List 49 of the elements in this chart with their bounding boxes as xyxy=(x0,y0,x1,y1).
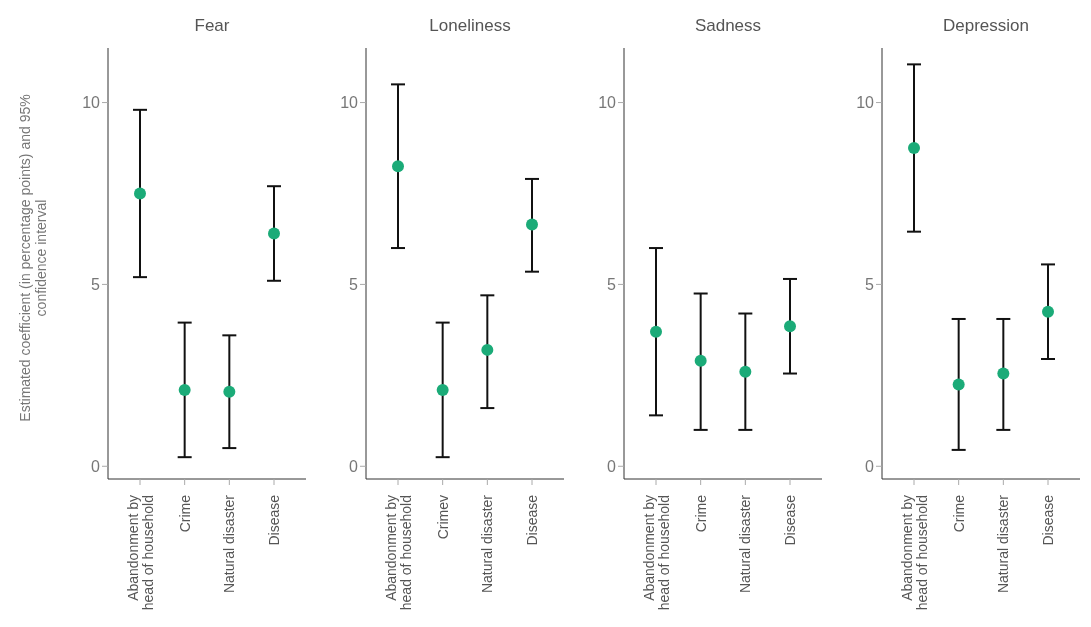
y-tick-label: 10 xyxy=(856,94,875,112)
x-tick-label: Natural disaster xyxy=(737,494,754,594)
point xyxy=(268,227,280,240)
x-tick-label: Crime xyxy=(176,494,193,533)
y-tick-label: 5 xyxy=(607,276,617,294)
x-tick-label: Abandonment by head of household xyxy=(640,495,672,611)
point xyxy=(784,320,796,333)
x-tick-label: Disease xyxy=(782,494,798,546)
chart-title: Sadness xyxy=(693,15,763,37)
y-tick-label: 5 xyxy=(349,276,359,294)
x-tick-label: Disease xyxy=(524,494,540,546)
x-tick-label: Abandonment by head of household xyxy=(382,495,414,611)
point xyxy=(1042,305,1054,318)
point xyxy=(650,325,662,338)
chart-title: Loneliness xyxy=(428,15,512,37)
x-tick-label: Crime xyxy=(692,494,709,533)
chart-title: Fear xyxy=(193,15,231,37)
point xyxy=(739,365,752,378)
x-tick-label: Crimev xyxy=(434,495,451,540)
y-tick-label: 5 xyxy=(91,276,101,294)
point xyxy=(436,383,449,396)
y-tick-label: 0 xyxy=(865,457,875,475)
point xyxy=(223,385,236,398)
point xyxy=(134,187,146,200)
y-axis-title: Estimated coefficient (in percentage points) and 95% confidence interval xyxy=(17,93,49,424)
x-tick-label: Natural disaster xyxy=(995,494,1012,594)
x-tick-label: Abandonment by head of household xyxy=(124,495,156,611)
y-tick-label: 10 xyxy=(82,94,101,112)
point xyxy=(178,383,191,396)
y-tick-label: 0 xyxy=(91,457,101,475)
chart-title: Depression xyxy=(942,15,1030,37)
y-tick-label: 10 xyxy=(340,94,359,112)
point xyxy=(997,367,1010,380)
point xyxy=(694,354,707,367)
x-tick-label: Abandonment by head of household xyxy=(898,495,930,611)
point xyxy=(526,218,538,231)
y-tick-label: 0 xyxy=(607,457,617,475)
x-tick-label: Natural disaster xyxy=(479,494,496,594)
y-tick-label: 5 xyxy=(865,276,875,294)
point xyxy=(908,142,920,155)
y-tick-label: 10 xyxy=(598,94,617,112)
point xyxy=(481,343,494,356)
y-tick-label: 0 xyxy=(349,457,359,475)
x-tick-label: Disease xyxy=(1040,494,1056,546)
x-tick-label: Crime xyxy=(950,494,967,533)
point xyxy=(952,378,965,391)
x-tick-label: Disease xyxy=(266,494,282,546)
x-tick-label: Natural disaster xyxy=(221,494,238,594)
point xyxy=(392,160,404,173)
